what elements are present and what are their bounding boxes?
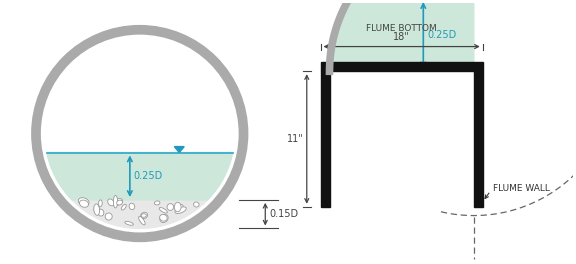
Ellipse shape — [154, 201, 160, 205]
Ellipse shape — [175, 202, 181, 212]
Polygon shape — [474, 71, 483, 207]
Ellipse shape — [160, 214, 167, 221]
Text: 0.25D: 0.25D — [427, 30, 457, 40]
Polygon shape — [47, 153, 233, 200]
Ellipse shape — [78, 198, 89, 206]
Polygon shape — [175, 147, 184, 153]
Ellipse shape — [98, 209, 104, 216]
Ellipse shape — [112, 199, 122, 206]
Polygon shape — [321, 62, 483, 71]
Text: 18": 18" — [393, 32, 410, 42]
Ellipse shape — [108, 199, 114, 206]
Polygon shape — [72, 200, 207, 228]
Text: 11": 11" — [287, 134, 304, 144]
Ellipse shape — [178, 204, 183, 209]
Ellipse shape — [194, 202, 199, 207]
Ellipse shape — [79, 200, 89, 207]
Ellipse shape — [125, 221, 134, 225]
Ellipse shape — [122, 204, 126, 210]
Ellipse shape — [105, 213, 112, 220]
Ellipse shape — [129, 203, 135, 210]
Ellipse shape — [160, 214, 168, 223]
Polygon shape — [329, 0, 576, 71]
Ellipse shape — [141, 214, 146, 217]
Text: 0.25D: 0.25D — [134, 171, 163, 181]
Ellipse shape — [94, 206, 100, 213]
Ellipse shape — [98, 200, 102, 207]
Ellipse shape — [139, 216, 145, 225]
Text: FLUME BOTTOM: FLUME BOTTOM — [366, 24, 437, 33]
Text: FLUME WALL: FLUME WALL — [492, 184, 550, 194]
Polygon shape — [321, 71, 329, 207]
Ellipse shape — [159, 208, 168, 213]
Ellipse shape — [167, 204, 174, 210]
Ellipse shape — [117, 200, 123, 205]
Ellipse shape — [94, 204, 100, 215]
Ellipse shape — [175, 207, 186, 214]
Ellipse shape — [113, 195, 118, 208]
Ellipse shape — [141, 212, 147, 219]
Text: 0.15D: 0.15D — [269, 209, 298, 219]
